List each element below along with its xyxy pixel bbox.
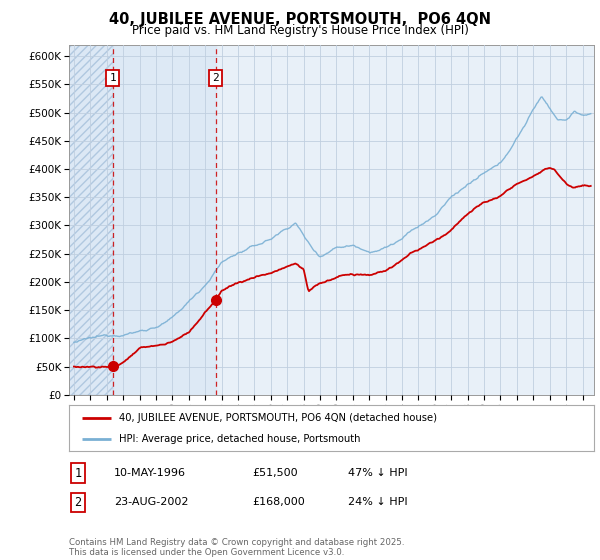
Text: 1: 1 [74, 466, 82, 480]
Text: £51,500: £51,500 [252, 468, 298, 478]
Text: 23-AUG-2002: 23-AUG-2002 [114, 497, 188, 507]
Text: Contains HM Land Registry data © Crown copyright and database right 2025.
This d: Contains HM Land Registry data © Crown c… [69, 538, 404, 557]
Text: 40, JUBILEE AVENUE, PORTSMOUTH, PO6 4QN (detached house): 40, JUBILEE AVENUE, PORTSMOUTH, PO6 4QN … [119, 413, 437, 423]
Text: 24% ↓ HPI: 24% ↓ HPI [348, 497, 407, 507]
Text: £168,000: £168,000 [252, 497, 305, 507]
Text: 1: 1 [109, 73, 116, 83]
Text: HPI: Average price, detached house, Portsmouth: HPI: Average price, detached house, Port… [119, 435, 361, 444]
Text: 2: 2 [212, 73, 219, 83]
Text: 2: 2 [74, 496, 82, 509]
Text: Price paid vs. HM Land Registry's House Price Index (HPI): Price paid vs. HM Land Registry's House … [131, 24, 469, 36]
Text: 40, JUBILEE AVENUE, PORTSMOUTH,  PO6 4QN: 40, JUBILEE AVENUE, PORTSMOUTH, PO6 4QN [109, 12, 491, 27]
Text: 10-MAY-1996: 10-MAY-1996 [114, 468, 186, 478]
Text: 47% ↓ HPI: 47% ↓ HPI [348, 468, 407, 478]
